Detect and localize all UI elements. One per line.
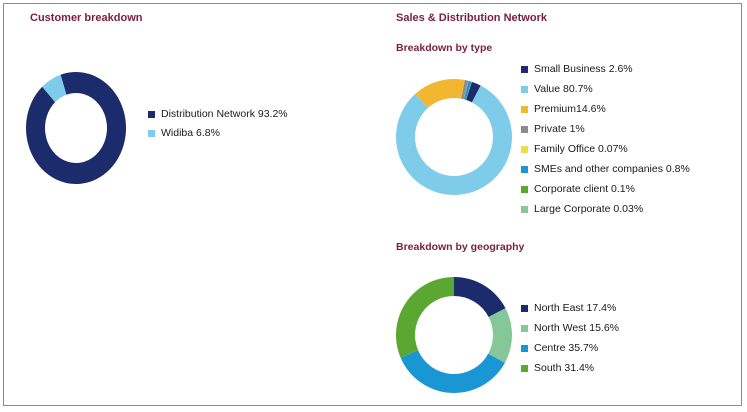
legend-swatch xyxy=(521,85,528,93)
sales-network-title: Sales & Distribution Network xyxy=(396,12,547,24)
type-slice-value xyxy=(396,85,512,195)
legend-label: North East 17.4% xyxy=(534,302,617,314)
legend-swatch xyxy=(521,324,528,332)
type-slice-private xyxy=(461,80,469,100)
legend-label: Corporate client 0.1% xyxy=(534,183,635,195)
geography-legend-item-centre: Centre 35.7% xyxy=(521,342,598,354)
type-slice-family-office xyxy=(463,80,469,100)
legend-label: Centre 35.7% xyxy=(534,342,599,354)
type-slice-premium xyxy=(415,79,465,108)
type-legend-item-family-office: Family Office 0.07% xyxy=(521,143,628,155)
type-legend-item-private: Private 1% xyxy=(521,123,585,135)
customer-donut-chart xyxy=(26,72,126,184)
type-slice-smes-and-other-companies xyxy=(463,80,472,100)
customer-legend-item-widiba: Widiba 6.8% xyxy=(148,127,220,139)
legend-swatch xyxy=(521,165,528,173)
geography-slice-north-west xyxy=(488,308,512,363)
legend-label: Large Corporate 0.03% xyxy=(534,203,644,215)
report-frame xyxy=(3,3,742,406)
legend-label: South 31.4% xyxy=(534,362,595,374)
legend-swatch xyxy=(521,105,528,113)
legend-swatch xyxy=(148,110,155,118)
legend-swatch xyxy=(521,364,528,372)
legend-swatch xyxy=(521,344,528,352)
legend-label: Private 1% xyxy=(534,123,585,135)
legend-swatch xyxy=(521,185,528,193)
customer-legend-item-distribution-network: Distribution Network 93.2% xyxy=(148,108,288,120)
geography-legend-item-north-west: North West 15.6% xyxy=(521,322,619,334)
legend-swatch xyxy=(521,65,528,73)
legend-label: Value 80.7% xyxy=(534,83,593,95)
legend-label: North West 15.6% xyxy=(534,322,620,334)
legend-swatch xyxy=(521,205,528,213)
type-slice-small-business xyxy=(466,81,481,103)
legend-swatch xyxy=(521,304,528,312)
customer-slice-widiba xyxy=(42,74,67,103)
type-legend-item-smes-and-other-companies: SMEs and other companies 0.8% xyxy=(521,163,690,175)
type-chart-subtitle: Breakdown by type xyxy=(396,42,493,54)
legend-label: Family Office 0.07% xyxy=(534,143,628,155)
type-donut-chart xyxy=(396,79,512,195)
customer-breakdown-title: Customer breakdown xyxy=(30,12,143,24)
geography-slice-north-east xyxy=(454,277,506,318)
geography-slice-south xyxy=(396,277,454,358)
legend-label: Premium14.6% xyxy=(534,103,606,115)
type-legend-item-large-corporate: Large Corporate 0.03% xyxy=(521,203,643,215)
geography-legend-item-south: South 31.4% xyxy=(521,362,594,374)
type-slice-large-corporate xyxy=(465,81,472,100)
type-legend-item-corporate-client: Corporate client 0.1% xyxy=(521,183,635,195)
type-legend-item-premium: Premium14.6% xyxy=(521,103,606,115)
geography-legend-item-north-east: North East 17.4% xyxy=(521,302,616,314)
customer-slice-distribution-network xyxy=(26,72,126,184)
legend-label: SMEs and other companies 0.8% xyxy=(534,163,690,175)
type-legend-item-small-business: Small Business 2.6% xyxy=(521,63,633,75)
legend-label: Widiba 6.8% xyxy=(161,127,220,139)
legend-swatch xyxy=(521,145,528,153)
geography-chart-subtitle: Breakdown by geography xyxy=(396,241,525,253)
geography-donut-chart xyxy=(396,277,512,393)
legend-swatch xyxy=(521,125,528,133)
legend-label: Distribution Network 93.2% xyxy=(161,108,288,120)
type-slice-corporate-client xyxy=(465,81,472,100)
legend-label: Small Business 2.6% xyxy=(534,63,633,75)
legend-swatch xyxy=(148,129,155,137)
type-legend-item-value: Value 80.7% xyxy=(521,83,593,95)
geography-slice-centre xyxy=(400,350,505,393)
